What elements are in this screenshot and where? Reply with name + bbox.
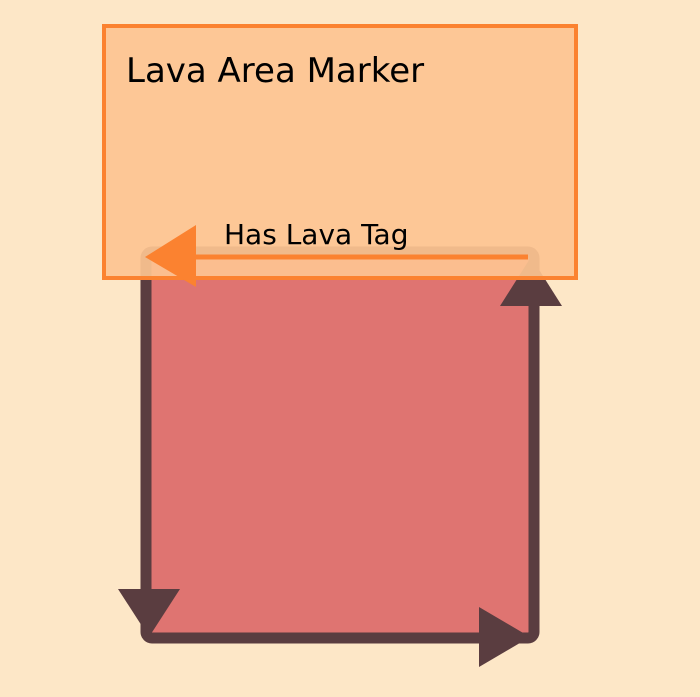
arrow-down-icon bbox=[118, 589, 180, 637]
lava-outline-arrows bbox=[118, 257, 562, 667]
arrow-up-icon bbox=[500, 257, 562, 306]
lava-tile bbox=[140, 246, 540, 644]
arrow-left-icon bbox=[145, 225, 196, 287]
marker-title: Lava Area Marker bbox=[126, 51, 424, 91]
arrow-right-icon bbox=[479, 607, 530, 667]
edge-label: Has Lava Tag bbox=[224, 218, 409, 251]
